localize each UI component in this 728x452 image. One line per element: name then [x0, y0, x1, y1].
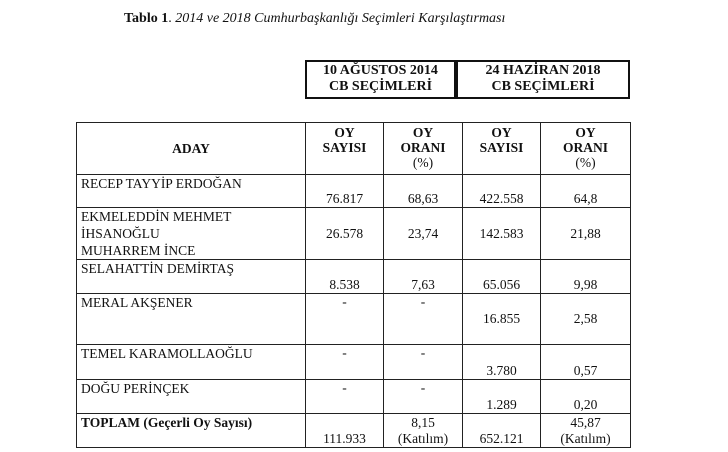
- votes-2014: -: [305, 344, 384, 380]
- total-votes-2018: 652.121: [462, 413, 541, 448]
- votes-2018: 65.056: [462, 259, 541, 294]
- share-2014: -: [383, 344, 463, 380]
- header-oy-sayisi-2018: OY SAYISI: [462, 122, 541, 175]
- election-header-line: CB SEÇİMLERİ: [328, 79, 433, 94]
- votes-2014: 76.817: [305, 174, 384, 208]
- header-oy-orani-2018: OY ORANI (%): [540, 122, 631, 175]
- table-row: DOĞU PERİNÇEK - - 1.289 0,20: [76, 379, 631, 414]
- votes-2014: -: [305, 293, 384, 345]
- header-aday: ADAY: [76, 122, 306, 175]
- caption-label: Tablo 1: [124, 11, 169, 26]
- table-row: MERAL AKŞENER - - 16.855 2,58: [76, 293, 631, 345]
- share-2014: -: [383, 379, 463, 414]
- votes-2014: -: [305, 379, 384, 414]
- header-row: ADAY OY SAYISI OY ORANI (%) OY SAYISI OY ORAN…: [76, 122, 631, 175]
- share-2014: 7,63: [383, 259, 463, 294]
- share-2018: 2,58: [540, 293, 631, 345]
- candidate-name: MERAL AKŞENER: [76, 293, 306, 345]
- candidate-name: TEMEL KARAMOLLAOĞLU: [76, 344, 306, 380]
- total-row: TOPLAM (Geçerli Oy Sayısı) 111.933 8,15(…: [76, 413, 631, 448]
- votes-2014: 8.538: [305, 259, 384, 294]
- header-oy-orani-2014: OY ORANI (%): [383, 122, 463, 175]
- share-2014: 68,63: [383, 174, 463, 208]
- share-2018: 0,20: [540, 379, 631, 414]
- caption-text: 2014 ve 2018 Cumhurbaşkanlığı Seçimleri …: [175, 11, 506, 26]
- votes-2018: 16.855: [462, 293, 541, 345]
- total-label: TOPLAM (Geçerli Oy Sayısı): [76, 413, 306, 448]
- election-results-table: ADAY OY SAYISI OY ORANI (%) OY SAYISI OY ORAN…: [76, 122, 631, 448]
- share-2018: 0,57: [540, 344, 631, 380]
- votes-2014: 26.578: [305, 207, 384, 260]
- votes-2018: 422.558: [462, 174, 541, 208]
- table-row: RECEP TAYYİP ERDOĞAN 76.817 68,63 422.55…: [76, 174, 631, 208]
- turnout-2014: 8,15 (Katılım): [383, 413, 463, 448]
- header-oy-sayisi-2014: OY SAYISI: [305, 122, 384, 175]
- election-header-line: 24 HAZİRAN 2018: [485, 63, 601, 78]
- election-header-2014: 10 AĞUSTOS 2014 CB SEÇİMLERİ: [305, 60, 456, 99]
- candidate-name: SELAHATTİN DEMİRTAŞ: [76, 259, 306, 294]
- share-2014: 23,74: [383, 207, 463, 260]
- election-header-line: 10 AĞUSTOS 2014: [323, 63, 438, 78]
- election-header-2018: 24 HAZİRAN 2018 CB SEÇİMLERİ: [456, 60, 630, 99]
- share-2018: 21,88: [540, 207, 631, 260]
- turnout-2018: 45,87 (Katılım): [540, 413, 631, 448]
- share-2018: 9,98: [540, 259, 631, 294]
- share-2014: -: [383, 293, 463, 345]
- table-row: SELAHATTİN DEMİRTAŞ 8.538 7,63 65.056 9,…: [76, 259, 631, 294]
- votes-2018: 142.583: [462, 207, 541, 260]
- total-votes-2014: 111.933: [305, 413, 384, 448]
- election-header-line: CB SEÇİMLERİ: [491, 79, 595, 94]
- candidate-name: EKMELEDDİN MEHMET İHSANOĞLU MUHARREM İNCE: [76, 207, 306, 260]
- table-row: EKMELEDDİN MEHMET İHSANOĞLU MUHARREM İNCE …: [76, 207, 631, 260]
- votes-2018: 3.780: [462, 344, 541, 380]
- table-row: TEMEL KARAMOLLAOĞLU - - 3.780 0,57: [76, 344, 631, 380]
- table-caption: Tablo 1. 2014 ve 2018 Cumhurbaşkanlığı S…: [124, 11, 506, 26]
- candidate-name: RECEP TAYYİP ERDOĞAN: [76, 174, 306, 208]
- candidate-name: DOĞU PERİNÇEK: [76, 379, 306, 414]
- share-2018: 64,8: [540, 174, 631, 208]
- votes-2018: 1.289: [462, 379, 541, 414]
